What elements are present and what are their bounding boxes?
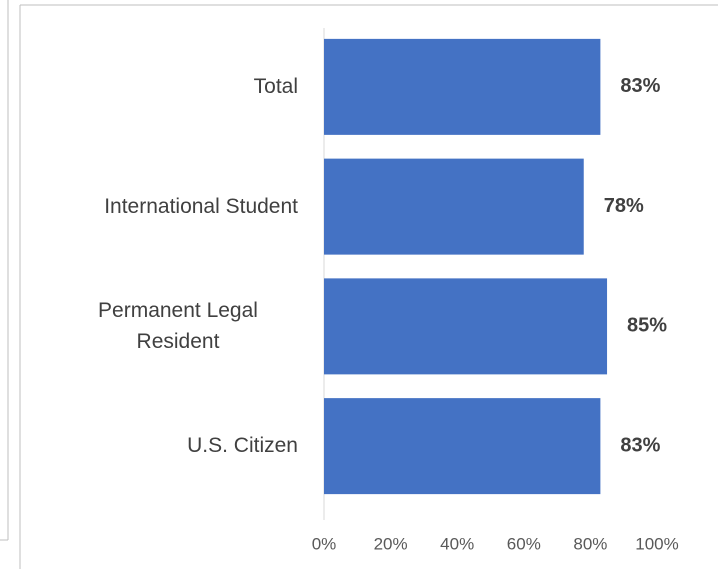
y-tick-label: International Student [104, 194, 298, 218]
value-label: 85% [627, 315, 667, 337]
x-tick-label: 40% [440, 534, 474, 553]
x-tick-label: 60% [507, 534, 541, 553]
x-tick-label: 20% [374, 534, 408, 553]
value-label: 83% [620, 434, 660, 456]
category-label-box: Permanent Legal Resident [58, 278, 298, 374]
bar [324, 398, 601, 495]
category-label-box: Total [254, 39, 298, 135]
y-tick-label: U.S. Citizen [187, 434, 298, 458]
category-label-box: International Student [104, 159, 298, 255]
value-label: 78% [604, 195, 644, 217]
x-tick-label: 0% [312, 534, 337, 553]
y-tick-label: Permanent Legal Resident [98, 298, 258, 354]
x-tick-label: 80% [573, 534, 607, 553]
value-label: 83% [620, 75, 660, 97]
x-tick-label: 100% [635, 534, 678, 553]
y-tick-label: Total [253, 75, 298, 99]
bar [324, 38, 601, 135]
bar [324, 278, 608, 375]
category-label-box: U.S. Citizen [187, 398, 298, 494]
bar [324, 158, 584, 255]
